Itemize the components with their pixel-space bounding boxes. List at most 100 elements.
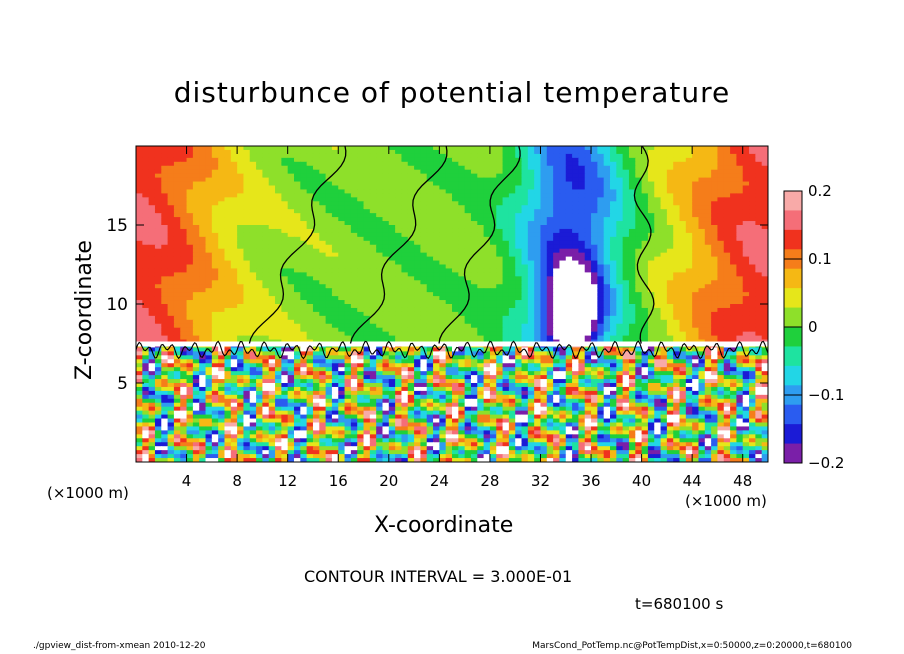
heatmap-cell xyxy=(458,244,466,250)
heatmap-cell xyxy=(761,276,768,281)
heatmap-cell xyxy=(477,197,485,202)
heatmap-cell xyxy=(730,240,737,246)
heatmap-cell xyxy=(249,319,257,325)
heatmap-cell xyxy=(704,161,712,167)
heatmap-cell xyxy=(521,232,529,238)
heatmap-cell xyxy=(730,225,737,230)
heatmap-cell xyxy=(325,181,333,187)
heatmap-cell xyxy=(218,149,226,155)
heatmap-cell xyxy=(306,157,314,163)
heatmap-cell xyxy=(452,292,459,297)
heatmap-cell xyxy=(224,146,232,151)
heatmap-cell xyxy=(559,311,567,317)
heatmap-cell xyxy=(730,197,737,202)
heatmap-cell xyxy=(300,232,308,238)
heatmap-cell xyxy=(704,276,712,281)
heatmap-cell xyxy=(515,201,523,206)
heatmap-cell xyxy=(294,153,301,159)
heatmap-cell xyxy=(445,284,453,289)
heatmap-cell xyxy=(508,201,516,206)
heatmap-cell xyxy=(136,244,143,250)
heatmap-cell xyxy=(205,236,213,242)
heatmap-cell xyxy=(243,240,251,246)
heatmap-cell xyxy=(553,252,561,258)
heatmap-cell xyxy=(458,248,466,254)
heatmap-cell xyxy=(395,185,403,191)
heatmap-cell xyxy=(660,157,668,163)
heatmap-cell xyxy=(192,264,200,270)
heatmap-cell xyxy=(268,225,276,230)
heatmap-cell xyxy=(470,335,478,341)
heatmap-cell xyxy=(698,272,706,277)
heatmap-cell xyxy=(237,327,245,333)
heatmap-cell xyxy=(388,209,396,214)
heatmap-cell xyxy=(249,304,257,309)
heatmap-cell xyxy=(407,244,415,250)
heatmap-cell xyxy=(477,153,485,159)
heatmap-cell xyxy=(243,213,251,218)
heatmap-cell xyxy=(553,331,561,337)
heatmap-cell xyxy=(287,161,295,167)
heatmap-cell xyxy=(477,292,485,297)
heatmap-cell xyxy=(742,323,750,329)
heatmap-cell xyxy=(470,256,478,262)
heatmap-cell xyxy=(312,331,320,337)
heatmap-cell xyxy=(237,153,245,159)
heatmap-cell xyxy=(597,161,605,167)
heatmap-cell xyxy=(306,153,314,159)
heatmap-cell xyxy=(338,181,346,187)
heatmap-cell xyxy=(331,228,339,234)
heatmap-cell xyxy=(237,161,245,167)
heatmap-cell xyxy=(205,205,213,210)
heatmap-cell xyxy=(300,189,308,194)
heatmap-cell xyxy=(180,327,188,333)
heatmap-cell xyxy=(363,284,371,289)
heatmap-cell xyxy=(192,189,200,194)
heatmap-cell xyxy=(521,276,529,281)
heatmap-cell xyxy=(395,260,403,266)
heatmap-cell xyxy=(755,181,763,187)
heatmap-cell xyxy=(363,146,371,151)
heatmap-cell xyxy=(470,292,478,297)
heatmap-cell xyxy=(578,272,586,277)
heatmap-cell xyxy=(496,240,504,246)
heatmap-cell xyxy=(268,335,276,341)
heatmap-cell xyxy=(666,181,674,187)
heatmap-cell xyxy=(173,323,181,329)
heatmap-cell xyxy=(584,149,592,155)
heatmap-cell xyxy=(628,327,636,333)
heatmap-cell xyxy=(635,228,643,234)
heatmap-cell xyxy=(388,335,396,341)
heatmap-cell xyxy=(224,276,232,281)
heatmap-cell xyxy=(616,205,624,210)
heatmap-cell xyxy=(294,157,301,163)
heatmap-cell xyxy=(704,153,712,159)
heatmap-cell xyxy=(489,300,497,305)
heatmap-cell xyxy=(546,209,554,214)
heatmap-cell xyxy=(192,165,200,171)
heatmap-cell xyxy=(426,185,434,191)
heatmap-cell xyxy=(218,217,226,222)
heatmap-cell xyxy=(597,280,605,285)
heatmap-cell xyxy=(395,189,403,194)
heatmap-cell xyxy=(338,165,346,171)
heatmap-cell xyxy=(452,201,459,206)
heatmap-cell xyxy=(173,256,181,262)
heatmap-cell xyxy=(660,205,668,210)
heatmap-cell xyxy=(268,248,276,254)
heatmap-cell xyxy=(591,205,598,210)
heatmap-cell xyxy=(395,268,403,273)
heatmap-cell xyxy=(647,236,655,242)
heatmap-cell xyxy=(281,268,289,273)
heatmap-cell xyxy=(534,177,542,183)
heatmap-cell xyxy=(515,221,523,226)
heatmap-cell xyxy=(350,327,358,333)
heatmap-cell xyxy=(148,197,156,202)
heatmap-cell xyxy=(439,225,447,230)
heatmap-cell xyxy=(534,197,542,202)
heatmap-cell xyxy=(628,252,636,258)
heatmap-cell xyxy=(186,201,194,206)
heatmap-cell xyxy=(306,307,314,313)
heatmap-cell xyxy=(243,225,251,230)
heatmap-cell xyxy=(742,181,750,187)
